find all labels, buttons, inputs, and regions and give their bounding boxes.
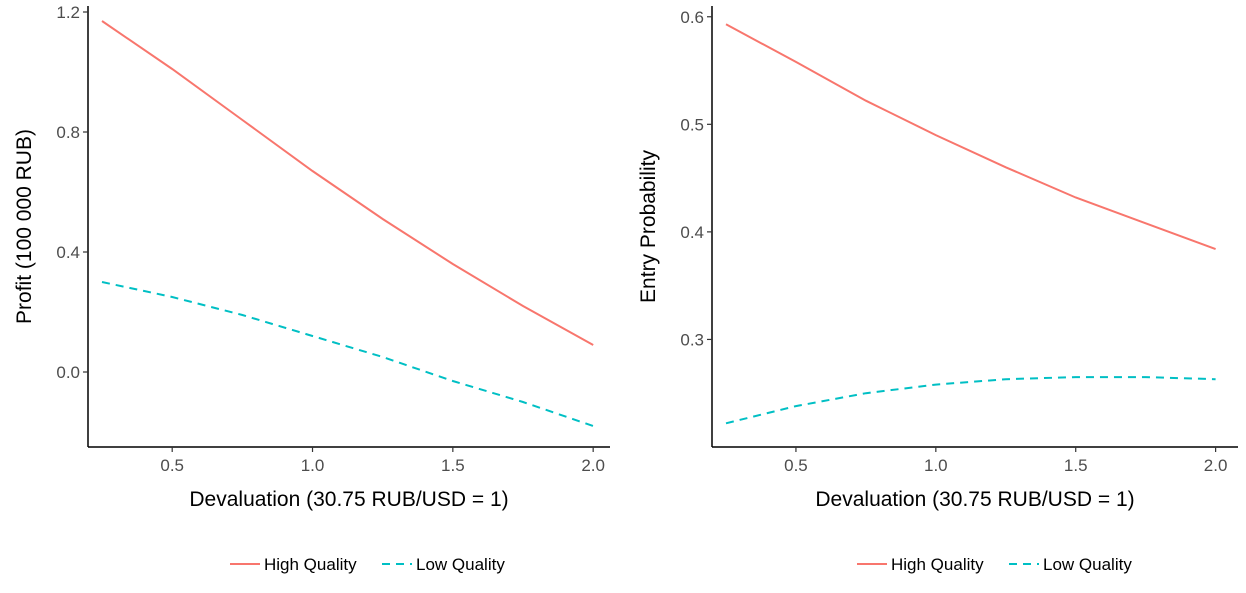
y-tick-label: 0.6 (680, 8, 704, 27)
x-tick-label: 2.0 (1204, 456, 1228, 475)
series-line-low-quality (725, 376, 1216, 425)
x-tick-label: 0.5 (160, 456, 184, 475)
legend-label-high-quality: High Quality (891, 555, 984, 574)
x-axis-title: Devaluation (30.75 RUB/USD = 1) (189, 488, 508, 511)
y-tick-label: 0.8 (56, 123, 80, 142)
y-tick-label: 1.2 (56, 3, 80, 22)
x-tick-label: 1.0 (924, 456, 948, 475)
y-axis-title: Entry Probability (637, 150, 660, 303)
legend-label-high-quality: High Quality (264, 555, 357, 574)
y-tick-label: 0.5 (680, 115, 704, 134)
x-tick-label: 1.5 (1064, 456, 1088, 475)
y-tick-label: 0.3 (680, 330, 704, 349)
legend-label-low-quality: Low Quality (416, 555, 505, 574)
x-tick-label: 1.5 (441, 456, 465, 475)
legend-label-low-quality: Low Quality (1043, 555, 1132, 574)
y-axis-title: Profit (100 000 RUB) (13, 129, 36, 324)
x-tick-label: 0.5 (784, 456, 808, 475)
chart-panel-1: 0.5 1.0 1.5 2.0 0.0 0.4 0.8 1.2 Devaluation (30.… (13, 3, 610, 574)
y-tick-label: 0.4 (680, 223, 704, 242)
x-axis-title: Devaluation (30.75 RUB/USD = 1) (815, 488, 1134, 511)
chart-panel-2: 0.5 1.0 1.5 2.0 0.3 0.4 0.5 0.6 Devaluation (30.… (637, 6, 1238, 574)
x-tick-label: 2.0 (581, 456, 605, 475)
x-tick-label: 1.0 (301, 456, 325, 475)
y-tick-label: 0.0 (56, 363, 80, 382)
series-line-low-quality (101, 281, 594, 427)
series-line-high-quality (101, 20, 594, 346)
y-tick-label: 0.4 (56, 243, 80, 262)
series-line-high-quality (725, 23, 1216, 251)
